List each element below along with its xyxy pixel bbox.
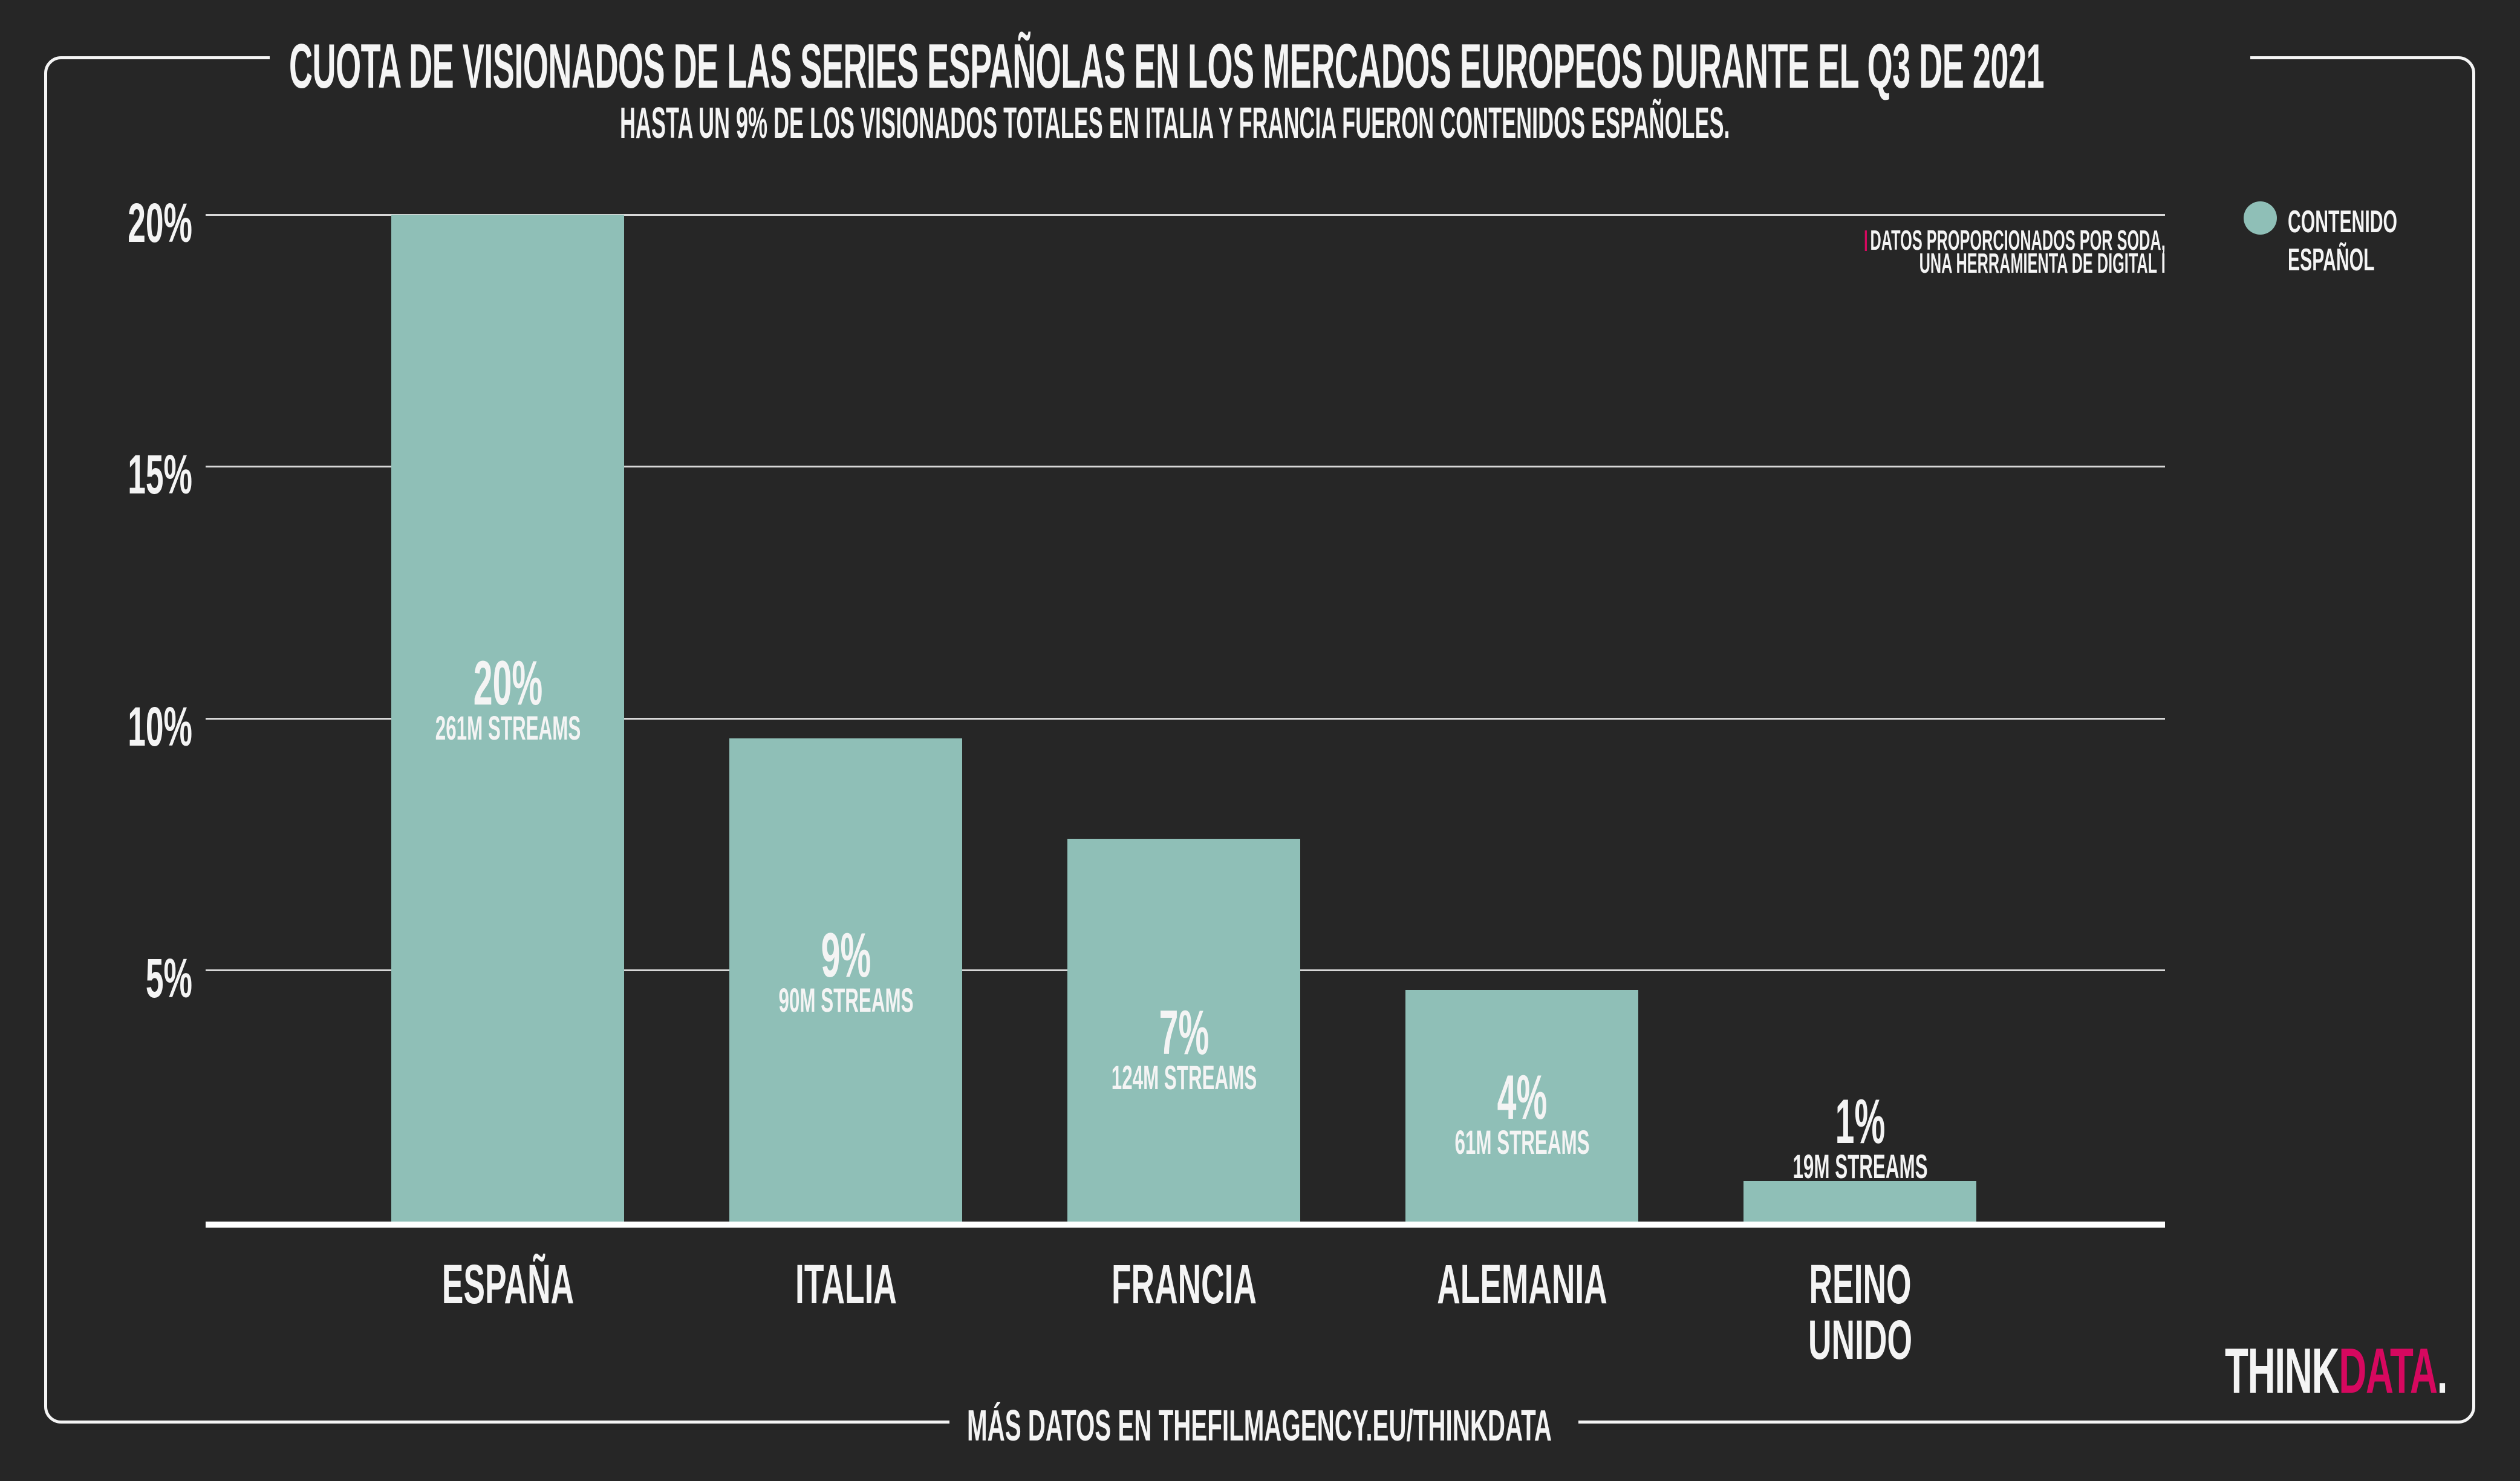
legend-swatch-icon bbox=[2244, 201, 2277, 235]
x-category-label: FRANCIA bbox=[1111, 1254, 1257, 1315]
chart-title: CUOTA DE VISIONADOS DE LAS SERIES ESPAÑO… bbox=[289, 31, 2045, 102]
x-axis-baseline bbox=[206, 1222, 2165, 1228]
bar-value-label: 4% bbox=[1497, 1063, 1547, 1133]
x-category-label: ALEMANIA bbox=[1436, 1254, 1607, 1315]
source-line-1: DATOS PROPORCIONADOS POR SODA, bbox=[1870, 224, 2166, 256]
source-note: DATOS PROPORCIONADOS POR SODA, UNA HERRA… bbox=[1864, 226, 2166, 279]
y-tick-label: 20% bbox=[128, 192, 192, 254]
bar-streams-label: 19M STREAMS bbox=[1792, 1147, 1928, 1186]
legend-line-2: ESPAÑOL bbox=[2288, 242, 2375, 278]
gridline bbox=[206, 466, 2165, 468]
bar bbox=[729, 738, 962, 1222]
bar-value-label: 9% bbox=[821, 920, 871, 991]
bar bbox=[1405, 990, 1638, 1222]
footer-link[interactable]: MÁS DATOS EN THEFILMAGENCY.EU/THINKDATA bbox=[967, 1402, 1552, 1450]
x-category-label: REINO UNIDO bbox=[1808, 1254, 1912, 1371]
bar-streams-label: 261M STREAMS bbox=[435, 709, 581, 747]
y-tick-label: 15% bbox=[128, 444, 192, 506]
logo-dot: . bbox=[2437, 1335, 2448, 1407]
x-category-label: ESPAÑA bbox=[441, 1254, 574, 1315]
bar bbox=[1743, 1181, 1976, 1222]
y-tick-label: 10% bbox=[128, 695, 192, 758]
y-tick-label: 5% bbox=[145, 947, 192, 1009]
x-category-label: ITALIA bbox=[795, 1254, 897, 1315]
title-backdrop bbox=[270, 29, 2250, 96]
bar bbox=[391, 215, 624, 1222]
bar-streams-label: 90M STREAMS bbox=[778, 981, 914, 1019]
chart-subtitle: HASTA UN 9% DE LOS VISIONADOS TOTALES EN… bbox=[620, 99, 1730, 148]
gridline bbox=[206, 214, 2165, 216]
legend-label: CONTENIDO ESPAÑOL bbox=[2288, 203, 2397, 279]
logo-think: THINK bbox=[2225, 1335, 2340, 1407]
legend-line-1: CONTENIDO bbox=[2288, 204, 2397, 239]
bar-value-label: 7% bbox=[1159, 998, 1209, 1068]
bar bbox=[1067, 839, 1300, 1222]
logo-data: DATA bbox=[2339, 1335, 2438, 1407]
bar-value-label: 20% bbox=[473, 648, 542, 718]
bar-streams-label: 61M STREAMS bbox=[1454, 1123, 1590, 1161]
bar-streams-label: 124M STREAMS bbox=[1111, 1058, 1257, 1096]
gridline bbox=[206, 717, 2165, 720]
footer-backdrop bbox=[949, 1403, 1578, 1445]
thinkdata-logo: THINKDATA. bbox=[2225, 1339, 2447, 1403]
source-line-2: UNA HERRAMIENTA DE DIGITAL I bbox=[1919, 247, 2166, 279]
source-accent-mark bbox=[1864, 230, 1867, 251]
bar-value-label: 1% bbox=[1835, 1087, 1885, 1157]
